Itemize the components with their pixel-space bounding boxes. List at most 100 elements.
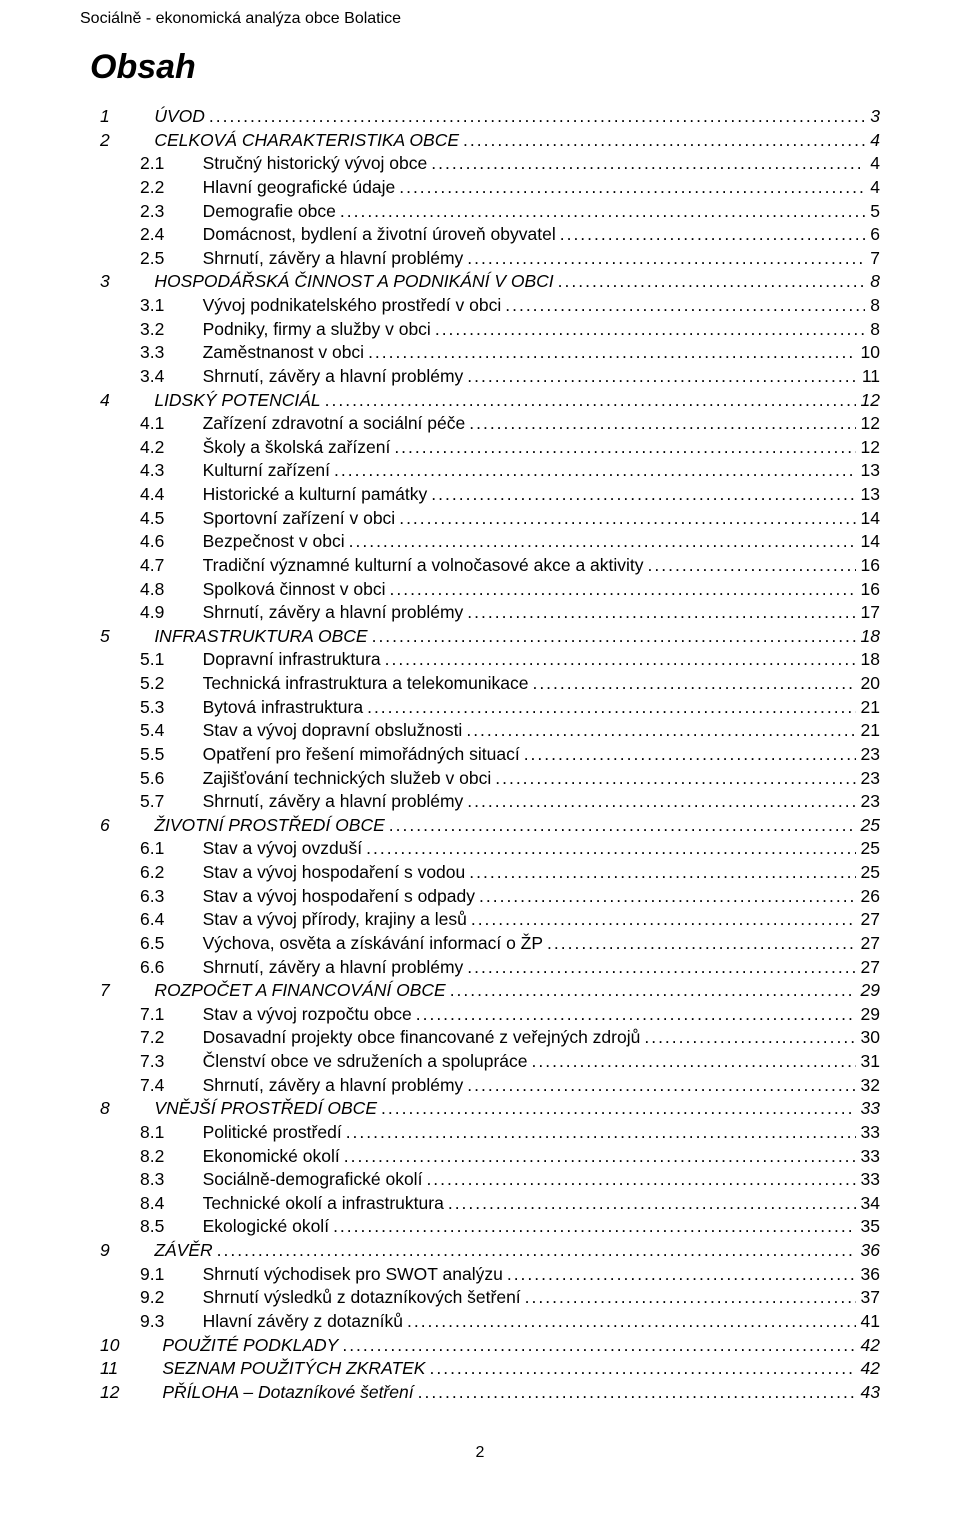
toc-entry-page: 35 [856, 1215, 880, 1239]
toc-row: 4.1 Zařízení zdravotní a sociální péče 1… [80, 412, 880, 436]
toc-entry-label: Stručný historický vývoj obce [203, 152, 428, 176]
toc-leader-dots [491, 767, 855, 791]
toc-entry-page: 36 [856, 1239, 880, 1263]
toc-entry-page: 36 [856, 1263, 880, 1287]
toc-gap [188, 932, 203, 956]
toc-row: 4.2 Školy a školská zařízení 12 [80, 436, 880, 460]
toc-entry-page: 7 [865, 247, 880, 271]
toc-leader-dots [362, 837, 856, 861]
toc-row: 3 HOSPODÁŘSKÁ ČINNOST A PODNIKÁNÍ V OBCI… [80, 270, 880, 294]
toc-gap [188, 601, 203, 625]
toc-row: 5.7 Shrnutí, závěry a hlavní problémy 23 [80, 790, 880, 814]
toc-entry-label: Shrnutí, závěry a hlavní problémy [203, 601, 464, 625]
toc-gap [188, 507, 203, 531]
toc-leader-dots [330, 459, 856, 483]
toc-gap [188, 767, 203, 791]
toc-entry-page: 4 [865, 152, 880, 176]
toc-leader-dots [329, 1215, 856, 1239]
toc-gap [188, 247, 203, 271]
toc-gap [188, 200, 203, 224]
toc-gap [188, 956, 203, 980]
toc-entry-label: VNĚJŠÍ PROSTŘEDÍ OBCE [154, 1097, 377, 1121]
toc-entry-label: ZÁVĚR [154, 1239, 212, 1263]
toc-entry-label: Shrnutí východisek pro SWOT analýzu [203, 1263, 503, 1287]
toc-entry-label: Členství obce ve sdruženích a spolupráce [203, 1050, 528, 1074]
toc-entry-label: Demografie obce [203, 200, 336, 224]
toc-row: 7.1 Stav a vývoj rozpočtu obce 29 [80, 1003, 880, 1027]
toc-gap [130, 979, 154, 1003]
toc-entry-page: 33 [856, 1097, 880, 1121]
toc-row: 2.1 Stručný historický vývoj obce 4 [80, 152, 880, 176]
toc-leader-dots [463, 956, 855, 980]
toc-entry-number: 7.1 [80, 1003, 188, 1027]
toc-leader-dots [521, 1286, 856, 1310]
toc-leader-dots [520, 743, 856, 767]
toc-leader-dots [385, 814, 856, 838]
toc-entry-label: Vývoj podnikatelského prostředí v obci [203, 294, 502, 318]
toc-entry-number: 9.2 [80, 1286, 188, 1310]
toc-row: 8.2 Ekonomické okolí 33 [80, 1145, 880, 1169]
toc-row: 3.2 Podniky, firmy a služby v obci 8 [80, 318, 880, 342]
toc-gap [130, 389, 154, 413]
toc-entry-page: 33 [856, 1121, 880, 1145]
toc-entry-label: Výchova, osvěta a získávání informací o … [203, 932, 543, 956]
toc-row: 7.2 Dosavadní projekty obce financované … [80, 1026, 880, 1050]
toc-row: 4.4 Historické a kulturní památky 13 [80, 483, 880, 507]
toc-entry-number: 9.1 [80, 1263, 188, 1287]
toc-entry-page: 34 [856, 1192, 880, 1216]
toc-entry-label: Dosavadní projekty obce financované z ve… [203, 1026, 641, 1050]
toc-entry-page: 25 [856, 861, 880, 885]
toc-gap [188, 341, 203, 365]
toc-entry-page: 8 [865, 294, 880, 318]
toc-entry-number: 2 [80, 129, 130, 153]
toc-leader-dots [338, 1334, 855, 1358]
toc-entry-label: Školy a školská zařízení [203, 436, 391, 460]
toc-entry-number: 1 [80, 105, 130, 129]
toc-entry-label: Domácnost, bydlení a životní úroveň obyv… [203, 223, 556, 247]
toc-entry-number: 4.4 [80, 483, 188, 507]
toc-gap [188, 1192, 203, 1216]
toc-entry-page: 41 [856, 1310, 880, 1334]
toc-entry-label: Ekonomické okolí [203, 1145, 340, 1169]
toc-gap [188, 554, 203, 578]
toc-leader-dots [465, 861, 855, 885]
toc-entry-label: ŽIVOTNÍ PROSTŘEDÍ OBCE [154, 814, 384, 838]
toc-leader-dots [528, 1050, 856, 1074]
toc-row: 7.3 Členství obce ve sdruženích a spolup… [80, 1050, 880, 1074]
toc-entry-label: Sportovní zařízení v obci [203, 507, 396, 531]
toc-entry-page: 37 [856, 1286, 880, 1310]
toc-entry-label: Kulturní zařízení [203, 459, 330, 483]
page-number: 2 [80, 1444, 880, 1462]
toc-entry-label: Shrnutí, závěry a hlavní problémy [203, 365, 464, 389]
toc-entry-page: 12 [856, 389, 880, 413]
toc-gap [188, 837, 203, 861]
toc-row: 5.6 Zajišťování technických služeb v obc… [80, 767, 880, 791]
toc-entry-number: 3.2 [80, 318, 188, 342]
toc-row: 1 ÚVOD 3 [80, 105, 880, 129]
toc-entry-number: 8.2 [80, 1145, 188, 1169]
toc-row: 5.1 Dopravní infrastruktura 18 [80, 648, 880, 672]
toc-entry-page: 30 [856, 1026, 880, 1050]
table-of-contents: 1 ÚVOD 32 CELKOVÁ CHARAKTERISTIKA OBCE 4… [80, 105, 880, 1404]
toc-gap [188, 412, 203, 436]
toc-entry-page: 18 [856, 648, 880, 672]
toc-row: 6.1 Stav a vývoj ovzduší 25 [80, 837, 880, 861]
toc-entry-number: 8.4 [80, 1192, 188, 1216]
toc-row: 10 POUŽITÉ PODKLADY 42 [80, 1334, 880, 1358]
toc-row: 2.2 Hlavní geografické údaje 4 [80, 176, 880, 200]
toc-leader-dots [363, 696, 856, 720]
toc-leader-dots [462, 719, 855, 743]
toc-gap [188, 1074, 203, 1098]
toc-entry-page: 13 [856, 459, 880, 483]
toc-leader-dots [554, 270, 866, 294]
toc-row: 3.3 Zaměstnanost v obci 10 [80, 341, 880, 365]
toc-row: 5.2 Technická infrastruktura a telekomun… [80, 672, 880, 696]
toc-entry-number: 7 [80, 979, 130, 1003]
toc-entry-page: 27 [856, 956, 880, 980]
toc-leader-dots [342, 1121, 856, 1145]
toc-entry-page: 14 [856, 507, 880, 531]
toc-row: 4 LIDSKÝ POTENCIÁL 12 [80, 389, 880, 413]
toc-row: 6.3 Stav a vývoj hospodaření s odpady 26 [80, 885, 880, 909]
toc-gap [188, 1286, 203, 1310]
toc-gap [188, 885, 203, 909]
